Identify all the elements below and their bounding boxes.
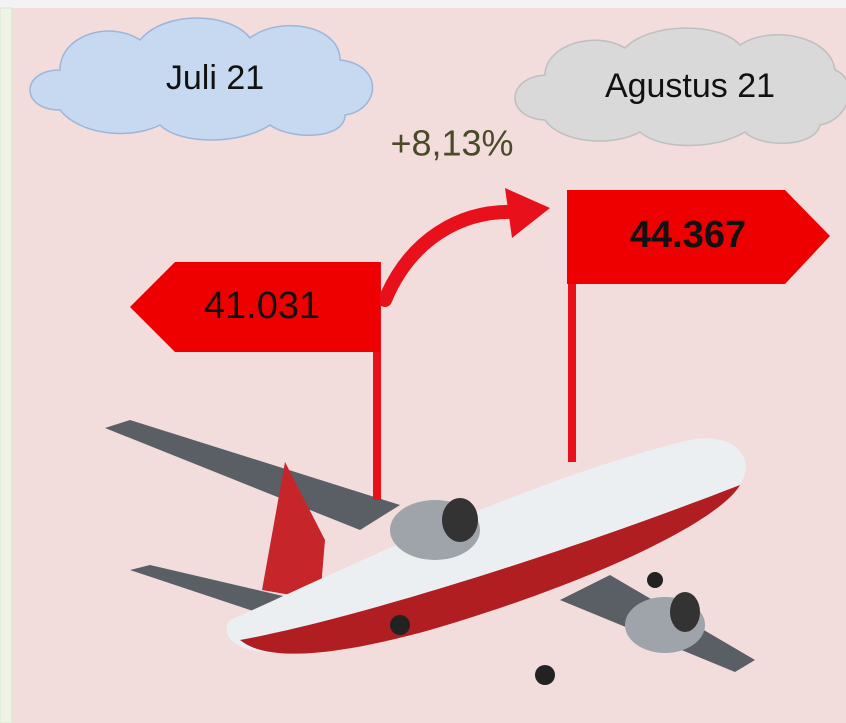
flag-pole <box>373 262 381 500</box>
airplane <box>105 420 755 685</box>
flag <box>567 190 830 284</box>
growth-arrowhead <box>505 188 550 238</box>
growth-arrow <box>378 204 522 307</box>
side-strip <box>0 7 13 723</box>
cloud-blue <box>29 17 374 141</box>
flag-pole <box>568 190 576 462</box>
cloud-gray <box>514 27 846 147</box>
month-label: Agustus 21 <box>605 67 775 105</box>
month-label: Juli 21 <box>166 59 264 97</box>
value-label: 44.367 <box>630 214 746 256</box>
value-label: 41.031 <box>204 285 320 327</box>
flag <box>130 262 380 352</box>
change-label: +8,13% <box>390 123 513 164</box>
